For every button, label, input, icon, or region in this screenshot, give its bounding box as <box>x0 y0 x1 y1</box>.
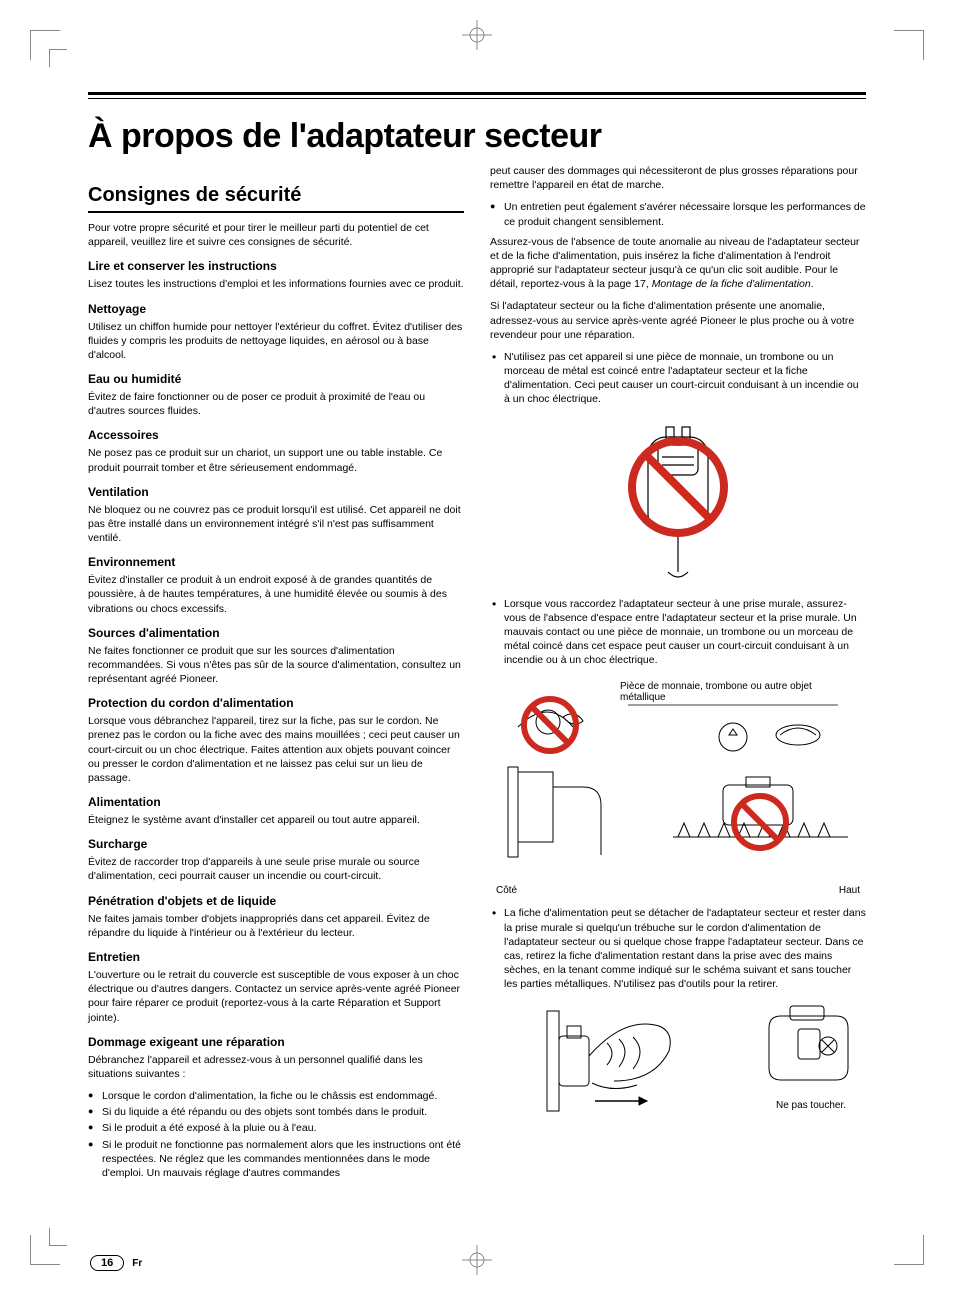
warning-bullet-list: N'utilisez pas cet appareil si une pièce… <box>490 350 866 407</box>
sec-head: Ventilation <box>88 485 464 499</box>
continuation-text: peut causer des dommages qui nécessitero… <box>490 164 866 192</box>
prohibit-icon <box>632 441 724 533</box>
list-item: Si le produit a été exposé à la pluie ou… <box>88 1121 464 1135</box>
warning-bullet-list: Lorsque vous raccordez l'adaptateur sect… <box>490 597 866 668</box>
sec-body: Lorsque vous débranchez l'appareil, tire… <box>88 714 464 785</box>
sec-head: Nettoyage <box>88 302 464 316</box>
figure-label-left: Côté <box>496 885 517 896</box>
sec-head: Eau ou humidité <box>88 372 464 386</box>
figure-caption: Ne pas toucher. <box>756 1100 866 1111</box>
right-column: peut causer des dommages qui nécessitero… <box>490 164 866 1186</box>
sec-head: Environnement <box>88 555 464 569</box>
list-item: Si le produit ne fonctionne pas normalem… <box>88 1138 464 1181</box>
sec-body: Débranchez l'appareil et adressez-vous à… <box>88 1053 464 1081</box>
main-title: À propos de l'adaptateur secteur <box>88 117 866 156</box>
section-title: Consignes de sécurité <box>88 184 464 213</box>
sec-head: Dommage exigeant une réparation <box>88 1035 464 1049</box>
intro-text: Pour votre propre sécurité et pour tirer… <box>88 221 464 249</box>
figure-adapter-prohibit <box>490 417 866 587</box>
sec-body: Utilisez un chiffon humide pour nettoyer… <box>88 320 464 363</box>
crop-mark <box>894 1235 924 1265</box>
sec-head: Pénétration d'objets et de liquide <box>88 894 464 908</box>
top-rule-thin <box>88 98 866 99</box>
damage-bullet-list: Lorsque le cordon d'alimentation, la fic… <box>88 1089 464 1180</box>
list-item: Si du liquide a été répandu ou des objet… <box>88 1105 464 1119</box>
page-number: 16 <box>90 1255 124 1271</box>
para-text: Si l'adaptateur secteur ou la fiche d'al… <box>490 299 866 342</box>
warning-bullet-list: La fiche d'alimentation peut se détacher… <box>490 906 866 991</box>
left-column: Consignes de sécurité Pour votre propre … <box>88 164 464 1186</box>
sec-body: Évitez de faire fonctionner ou de poser … <box>88 390 464 418</box>
list-item: Lorsque vous raccordez l'adaptateur sect… <box>490 597 866 668</box>
page-content: À propos de l'adaptateur secteur Consign… <box>88 92 866 1235</box>
sec-head: Accessoires <box>88 428 464 442</box>
list-item: Un entretien peut également s'avérer néc… <box>490 200 866 228</box>
list-item: N'utilisez pas cet appareil si une pièce… <box>490 350 866 407</box>
figure-hand-remove: Ne pas toucher. <box>498 1001 866 1121</box>
figure-caption: Pièce de monnaie, trombone ou autre obje… <box>620 681 840 703</box>
sec-body: L'ouverture ou le retrait du couvercle e… <box>88 968 464 1025</box>
sec-head: Surcharge <box>88 837 464 851</box>
para-with-ref: Assurez-vous de l'absence de toute anoma… <box>490 235 866 292</box>
sec-body: Lisez toutes les instructions d'emploi e… <box>88 277 464 291</box>
figure-outlet-prohibit: Pièce de monnaie, trombone ou autre obje… <box>490 677 866 896</box>
list-item: La fiche d'alimentation peut se détacher… <box>490 906 866 991</box>
list-item: Lorsque le cordon d'alimentation, la fic… <box>88 1089 464 1103</box>
sec-body: Ne faites jamais tomber d'objets inappro… <box>88 912 464 940</box>
para-text: . <box>811 278 814 290</box>
sec-body: Évitez d'installer ce produit à un endro… <box>88 573 464 616</box>
sec-head: Lire et conserver les instructions <box>88 259 464 273</box>
page-footer: 16 Fr <box>90 1255 142 1271</box>
sec-head: Protection du cordon d'alimentation <box>88 696 464 710</box>
sec-body: Éteignez le système avant d'installer ce… <box>88 813 464 827</box>
sec-head: Entretien <box>88 950 464 964</box>
extra-bullet-list: Un entretien peut également s'avérer néc… <box>490 200 866 228</box>
sec-body: Évitez de raccorder trop d'appareils à u… <box>88 855 464 883</box>
crop-mark-center-icon <box>462 1245 492 1275</box>
crop-mark <box>30 30 60 60</box>
language-code: Fr <box>132 1258 142 1269</box>
sec-body: Ne bloquez ou ne couvrez pas ce produit … <box>88 503 464 546</box>
figure-label-right: Haut <box>839 885 860 896</box>
sec-body: Ne faites fonctionner ce produit que sur… <box>88 644 464 687</box>
sec-body: Ne posez pas ce produit sur un chariot, … <box>88 446 464 474</box>
cross-ref: Montage de la fiche d'alimentation <box>652 278 811 290</box>
crop-mark-center-icon <box>462 20 492 50</box>
crop-mark <box>30 1235 60 1265</box>
top-rule-heavy <box>88 92 866 95</box>
sec-head: Alimentation <box>88 795 464 809</box>
crop-mark <box>894 30 924 60</box>
sec-head: Sources d'alimentation <box>88 626 464 640</box>
